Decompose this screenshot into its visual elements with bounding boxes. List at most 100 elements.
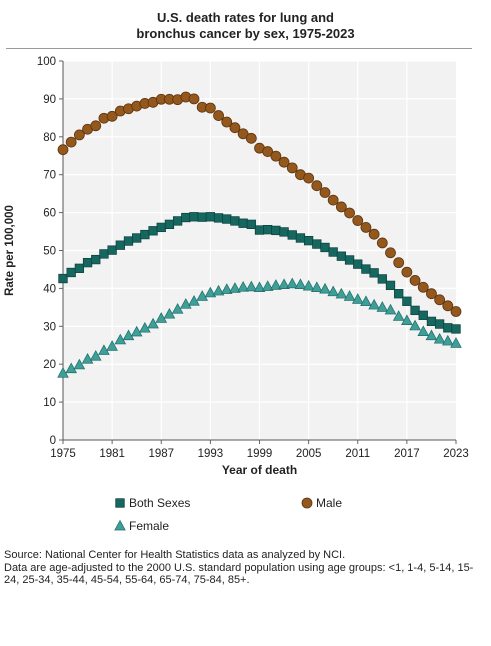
female-point [311, 281, 323, 292]
both-sexes-point [197, 212, 207, 222]
title-divider [6, 48, 472, 49]
male-point [360, 221, 372, 233]
female-point [384, 303, 397, 315]
male-point [426, 288, 437, 300]
both-sexes-point [156, 222, 166, 233]
female-point [433, 332, 446, 344]
both-sexes-point [328, 247, 338, 257]
female-point [261, 280, 274, 291]
female-point [220, 283, 233, 294]
y-tick-label: 40 [43, 283, 56, 295]
female-point [360, 295, 372, 307]
both-sexes-point [181, 212, 191, 223]
both-sexes-point [172, 216, 183, 226]
legend-item-both-sexes: Both Sexes [115, 496, 190, 510]
male-point [442, 300, 454, 312]
both-sexes-point [230, 216, 240, 226]
male-point [286, 162, 298, 174]
female-point [253, 281, 266, 292]
male-point [303, 172, 315, 184]
y-axis-title: Rate per 100,000 [4, 205, 16, 296]
female-point [237, 281, 249, 292]
both-sexes-point [205, 212, 216, 222]
source-line: Source: National Center for Health Stati… [4, 549, 346, 561]
y-tick-label: 70 [43, 170, 56, 182]
both-sexes-point [418, 310, 428, 320]
both-sexes-point [107, 245, 117, 255]
female-point [368, 298, 380, 310]
male-point [262, 146, 274, 157]
female-point [442, 334, 454, 346]
male-point [188, 93, 200, 105]
both-sexes-point [295, 233, 306, 243]
both-sexes-point [443, 323, 453, 333]
both-sexes-point [189, 212, 199, 222]
legend-item-female: Female [114, 519, 169, 533]
female-point [229, 282, 241, 293]
female-point [81, 353, 94, 364]
both-sexes-point [287, 230, 297, 240]
source-note: Source: National Center for Health Stati… [4, 549, 486, 587]
female-point [409, 319, 421, 331]
male-point [278, 156, 290, 168]
x-axis-title: Year of death [222, 463, 297, 477]
y-tick-label: 80 [43, 132, 56, 144]
series-female [57, 277, 462, 378]
both-sexes-point [303, 235, 314, 246]
both-sexes-point [246, 219, 256, 229]
female-point [425, 329, 438, 341]
y-tick-label: 10 [43, 397, 56, 409]
both-sexes-point [271, 225, 281, 236]
age-adjustment-note: Data are age-adjusted to the 2000 U.S. s… [4, 561, 474, 587]
male-point [376, 237, 388, 249]
chart-title-line-1: U.S. death rates for lung and [157, 10, 334, 25]
legend-marker-female [114, 519, 126, 531]
legend-item-male: Male [301, 496, 342, 510]
female-point [450, 337, 462, 348]
both-sexes-point [279, 227, 289, 237]
female-point [139, 321, 151, 333]
both-sexes-point [434, 319, 445, 329]
female-point [245, 280, 258, 292]
female-point [302, 279, 315, 291]
both-sexes-point [263, 225, 273, 235]
female-point [196, 290, 208, 301]
male-point [57, 144, 69, 156]
both-sexes-point [132, 233, 142, 243]
male-point [270, 150, 282, 162]
both-sexes-point [74, 263, 85, 273]
legend-label-both-sexes: Both Sexes [129, 496, 190, 510]
both-sexes-point [91, 254, 101, 265]
female-point [106, 340, 118, 351]
female-point [57, 367, 69, 378]
series-both-sexes [58, 212, 461, 334]
female-point [204, 286, 217, 298]
female-point [392, 310, 405, 321]
female-point [286, 277, 299, 289]
x-tick-label: 1987 [148, 448, 174, 460]
female-point [351, 293, 364, 304]
both-sexes-point [238, 218, 248, 228]
both-sexes-point [164, 219, 175, 229]
both-sexes-point [140, 229, 150, 240]
x-tick-label: 1993 [198, 448, 224, 460]
female-point [89, 350, 102, 361]
female-point [212, 284, 225, 296]
both-sexes-point [336, 251, 347, 261]
both-sexes-point [123, 236, 134, 246]
female-point [147, 317, 159, 329]
male-point [221, 116, 233, 128]
male-point [368, 228, 380, 240]
x-tick-label: 2017 [394, 448, 420, 460]
x-tick-label: 1981 [99, 448, 125, 460]
both-sexes-point [213, 213, 224, 223]
male-point [213, 110, 224, 121]
legend-label-male: Male [316, 496, 342, 510]
both-sexes-point [115, 240, 125, 250]
female-point [278, 278, 290, 289]
both-sexes-point [426, 316, 437, 327]
both-sexes-point [66, 267, 76, 278]
legend-marker-male [301, 497, 313, 509]
